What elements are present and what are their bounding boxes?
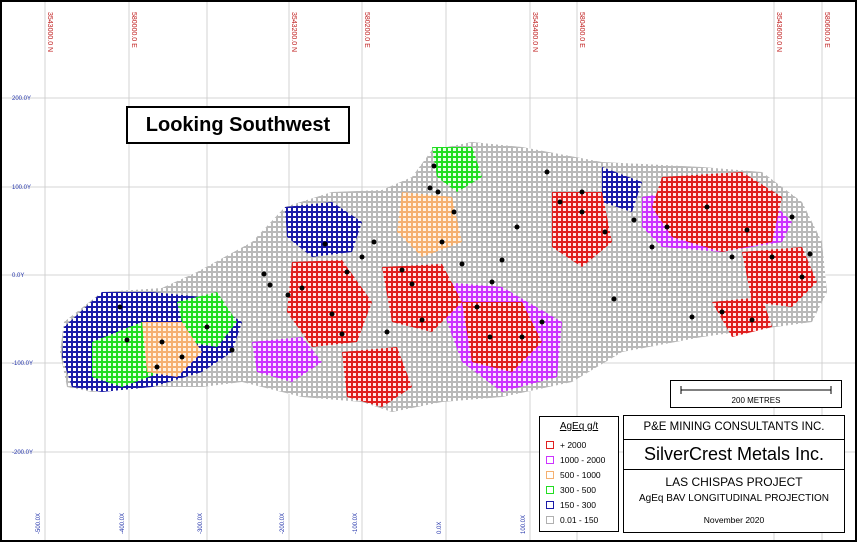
legend-item: + 2000 <box>546 439 586 451</box>
left-label: 0.0Y <box>12 273 24 279</box>
projection-name: AgEq BAV LONGITUDINAL PROJECTION <box>638 493 830 504</box>
legend-item: 150 - 300 <box>546 499 596 511</box>
legend-label: + 2000 <box>560 440 587 450</box>
zone-300-500-center <box>177 292 237 347</box>
zone-plus-2000-central-south <box>462 302 542 372</box>
legend-label: 0.01 - 150 <box>560 515 599 525</box>
legend-title: AgEq g/t <box>559 421 599 432</box>
bottom-label: -100.0X <box>353 513 359 534</box>
scale-bar: 200 METRES <box>670 380 842 408</box>
zone-plus-2000-east <box>652 172 782 252</box>
legend-swatch <box>546 516 554 524</box>
top-label: 3543000.0 N <box>46 12 53 52</box>
legend-item: 0.01 - 150 <box>546 514 598 526</box>
view-direction-label: Looking Southwest <box>126 106 350 144</box>
figure-date: November 2020 <box>703 515 765 525</box>
top-label: 3543600.0 N <box>775 12 782 52</box>
top-label: 580200.0 E <box>363 12 370 48</box>
bottom-coordinate-labels: -500.0X -400.0X -300.0X -200.0X -100.0X … <box>36 513 527 534</box>
legend-item: 1000 - 2000 <box>546 454 605 466</box>
title-divider <box>624 469 844 470</box>
top-label: 580000.0 E <box>130 12 137 48</box>
legend-label: 500 - 1000 <box>560 470 601 480</box>
zone-plus-2000-center <box>382 264 462 332</box>
legend-item: 500 - 1000 <box>546 469 601 481</box>
zone-plus-2000-west <box>287 260 372 347</box>
zone-300-500-north <box>432 147 482 192</box>
legend-swatch <box>546 486 554 494</box>
bottom-label: -500.0X <box>36 513 42 534</box>
block-model <box>60 142 827 412</box>
bottom-label: -200.0X <box>280 513 286 534</box>
drillhole-pierce-points <box>117 163 813 370</box>
title-block: P&E MINING CONSULTANTS INC. SilverCrest … <box>623 415 845 533</box>
zone-500-1000-central <box>397 192 462 257</box>
zone-150-300-east <box>602 167 642 212</box>
bottom-label: 100.0X <box>521 515 527 534</box>
top-label: 3543400.0 N <box>531 12 538 52</box>
left-elevation-labels: 200.0Y 100.0Y 0.0Y -100.0Y -200.0Y <box>12 96 33 456</box>
legend-swatch <box>546 456 554 464</box>
top-label: 3543200.0 N <box>290 12 297 52</box>
bottom-label: 0.0X <box>437 522 443 534</box>
zone-plus-2000-northeast <box>552 192 612 267</box>
zone-plus-2000-south <box>342 347 412 407</box>
legend-label: 150 - 300 <box>560 500 596 510</box>
top-label: 580400.0 E <box>578 12 585 48</box>
top-label: 580600.0 E <box>823 12 830 48</box>
legend-item: 300 - 500 <box>546 484 596 496</box>
company-name: SilverCrest Metals Inc. <box>643 444 825 464</box>
zone-500-1000-west <box>142 322 202 377</box>
top-coordinate-labels: 3543000.0 N 580000.0 E 3543200.0 N 58020… <box>46 12 830 52</box>
project-name: LAS CHISPAS PROJECT <box>665 475 803 489</box>
grade-legend: AgEq g/t + 2000 1000 - 2000 500 - 1000 3… <box>539 416 619 532</box>
legend-label: 300 - 500 <box>560 485 596 495</box>
title-divider <box>624 439 844 440</box>
legend-swatch <box>546 471 554 479</box>
legend-swatch <box>546 501 554 509</box>
zone-150-300-north <box>285 202 362 257</box>
zone-1000-2000-west <box>252 337 322 382</box>
consultant-name: P&E MINING CONSULTANTS INC. <box>643 421 825 433</box>
zone-plus-2000-far-east <box>742 247 817 307</box>
legend-swatch <box>546 441 554 449</box>
left-label: 200.0Y <box>12 96 31 102</box>
left-label: -100.0Y <box>12 361 33 367</box>
scale-bar-graphic <box>680 386 832 394</box>
bottom-label: -400.0X <box>120 513 126 534</box>
scale-bar-label: 200 METRES <box>731 396 781 405</box>
left-label: -200.0Y <box>12 450 33 456</box>
legend-label: 1000 - 2000 <box>560 455 606 465</box>
zone-plus-2000-southeast <box>712 297 772 337</box>
bottom-label: -300.0X <box>198 513 204 534</box>
left-label: 100.0Y <box>12 185 31 191</box>
